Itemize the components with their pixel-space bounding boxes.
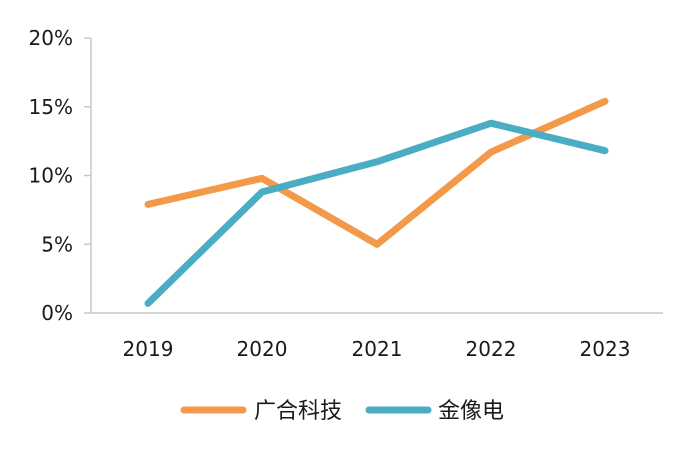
axes: 0% 5% 10% 15% 20% 2019 2020 2021 2022 2023 [29, 26, 663, 361]
y-tick-label: 10% [29, 164, 73, 188]
legend-label-jinxiangdian: 金像电 [438, 399, 504, 424]
y-tick-label: 15% [29, 95, 73, 119]
y-tick-label: 20% [29, 26, 73, 50]
y-axis-ticks: 0% 5% 10% 15% 20% [29, 26, 91, 325]
series-lines [144, 97, 609, 307]
x-tick-label: 2022 [466, 337, 517, 361]
x-tick-label: 2019 [123, 337, 174, 361]
legend: 广合科技 金像电 [180, 399, 504, 424]
x-tick-label: 2023 [580, 337, 631, 361]
x-tick-label: 2020 [237, 337, 288, 361]
series-line-1 [144, 119, 609, 307]
legend-label-guanghe: 广合科技 [254, 399, 342, 424]
y-tick-label: 5% [41, 232, 73, 256]
x-axis-ticks: 2019 2020 2021 2022 2023 [123, 337, 631, 361]
y-tick-label: 0% [41, 301, 73, 325]
x-tick-label: 2021 [352, 337, 403, 361]
series-line-0 [144, 97, 609, 248]
